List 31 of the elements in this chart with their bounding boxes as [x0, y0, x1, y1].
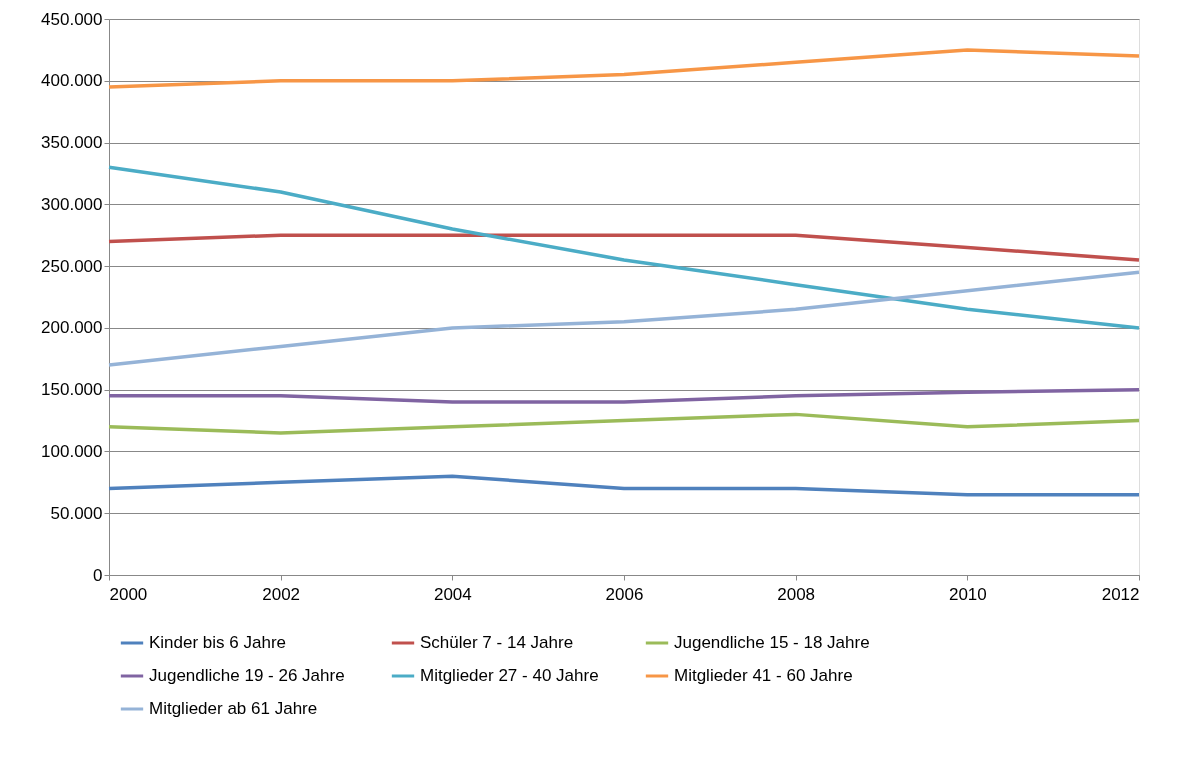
- x-tick-label: 2010: [948, 584, 987, 604]
- legend-label: Jugendliche 15 - 18 Jahre: [674, 633, 870, 652]
- y-tick-label: 450.000: [41, 9, 103, 29]
- line-series: [107, 387, 1141, 404]
- y-tick-label: 100.000: [41, 441, 103, 461]
- y-tick-label: 250.000: [41, 256, 103, 276]
- legend-label: Jugendliche 19 - 26 Jahre: [149, 666, 345, 685]
- y-tick-label: 350.000: [41, 133, 103, 153]
- y-tick-label: 200.000: [41, 318, 103, 338]
- legend-label: Mitglieder 41 - 60 Jahre: [674, 666, 853, 685]
- x-tick-label: 2004: [433, 584, 472, 604]
- line-series: [107, 233, 1141, 262]
- legend-label: Kinder bis 6 Jahre: [149, 633, 287, 652]
- line-series: [107, 270, 1141, 367]
- x-tick-label: 2008: [777, 584, 816, 604]
- y-tick-label: 150.000: [41, 380, 103, 400]
- y-tick-label: 400.000: [41, 71, 103, 91]
- line-series: [107, 412, 1141, 435]
- line-series: [107, 48, 1141, 89]
- line-series: [107, 474, 1141, 497]
- y-tick-label: 0: [93, 565, 103, 585]
- x-tick-label: 2000: [109, 584, 148, 604]
- line-series: [107, 165, 1141, 330]
- y-tick-label: 300.000: [41, 194, 103, 214]
- x-tick-label: 2002: [262, 584, 301, 604]
- x-tick-label: 2012: [1101, 584, 1140, 604]
- y-tick-label: 50.000: [50, 503, 103, 523]
- legend-label: Mitglieder 27 - 40 Jahre: [420, 666, 599, 685]
- legend-label: Schüler 7 - 14 Jahre: [420, 633, 574, 652]
- x-tick-label: 2006: [605, 584, 644, 604]
- legend-label: Mitglieder ab 61 Jahre: [149, 699, 318, 718]
